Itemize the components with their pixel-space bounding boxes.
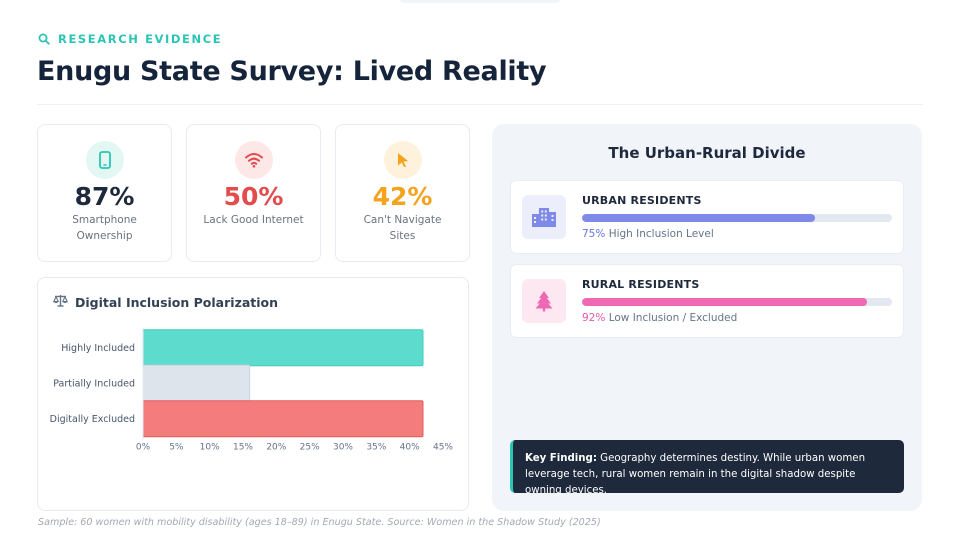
key-finding-callout: Key Finding: Geography determines destin… <box>510 440 904 496</box>
page-title: Enugu State Survey: Lived Reality <box>37 56 547 87</box>
stat-card-smartphone: 87% Smartphone Ownership <box>37 124 172 262</box>
sample-footnote: Sample: 60 women with mobility disabilit… <box>38 517 601 528</box>
category-label: Partially Included <box>53 378 135 389</box>
smartphone-icon <box>85 141 124 179</box>
stat-label: Smartphone Ownership <box>72 214 137 242</box>
chart-title: Digital Inclusion Polarization <box>75 294 279 310</box>
bar <box>142 364 251 402</box>
top-divider <box>400 0 560 3</box>
urban-residents-card: URBAN RESIDENTS 75% High Inclusion Level <box>510 180 904 254</box>
urban-progress-track <box>582 214 892 222</box>
rural-progress-track <box>582 298 892 306</box>
section-eyebrow: RESEARCH EVIDENCE <box>38 32 222 46</box>
x-tick-label: 5% <box>169 443 184 453</box>
stat-value: 42% <box>372 182 433 211</box>
bar <box>142 329 424 367</box>
bar <box>142 400 424 438</box>
urban-caption-text: High Inclusion Level <box>608 228 714 240</box>
cursor-icon <box>383 141 422 179</box>
rural-percent: 92% <box>582 312 606 324</box>
chart-header: Digital Inclusion Polarization <box>52 294 279 310</box>
inclusion-chart-card: Digital Inclusion Polarization Highly In… <box>37 277 469 511</box>
urban-progress-fill <box>582 214 815 222</box>
stat-label: Lack Good Internet <box>203 214 304 226</box>
eyebrow-label: RESEARCH EVIDENCE <box>58 32 223 46</box>
stat-label: Can't Navigate Sites <box>363 214 442 242</box>
key-finding-label: Key Finding: <box>525 453 597 464</box>
rural-label: RURAL RESIDENTS <box>582 278 700 291</box>
x-tick-label: 30% <box>333 443 353 453</box>
title-divider <box>37 104 923 105</box>
urban-rural-panel: The Urban-Rural Divide URBAN RESIDENTS 7… <box>492 124 922 511</box>
scale-icon <box>52 294 69 310</box>
urban-percent: 75% <box>582 228 606 240</box>
stat-card-navigation: 42% Can't Navigate Sites <box>335 124 470 262</box>
x-tick-label: 20% <box>266 443 286 453</box>
urban-label: URBAN RESIDENTS <box>582 194 702 207</box>
rural-caption-text: Low Inclusion / Excluded <box>608 312 738 324</box>
rural-caption: 92% Low Inclusion / Excluded <box>582 312 737 324</box>
panel-title: The Urban-Rural Divide <box>608 144 806 162</box>
category-label: Highly Included <box>61 343 135 354</box>
rural-progress-fill <box>582 298 868 306</box>
x-tick-label: 25% <box>300 443 320 453</box>
inclusion-bar-chart: Highly Included Partially Included Digital… <box>50 328 453 453</box>
x-tick-label: 15% <box>233 443 253 453</box>
x-tick-label: 40% <box>400 443 420 453</box>
stat-value: 50% <box>223 182 284 211</box>
tree-icon <box>522 279 566 323</box>
stat-value: 87% <box>74 182 135 211</box>
urban-caption: 75% High Inclusion Level <box>582 228 714 240</box>
search-icon <box>38 33 50 45</box>
stat-card-internet: 50% Lack Good Internet <box>186 124 321 262</box>
x-tick-label: 45% <box>433 443 453 453</box>
x-tick-label: 35% <box>366 443 386 453</box>
key-finding-text: Geography determines destiny. While urba… <box>525 453 866 496</box>
x-tick-label: 10% <box>200 443 220 453</box>
building-icon <box>522 195 566 239</box>
rural-residents-card: RURAL RESIDENTS 92% Low Inclusion / Excl… <box>510 264 904 338</box>
wifi-icon <box>234 141 273 179</box>
category-label: Digitally Excluded <box>50 414 135 425</box>
x-tick-label: 0% <box>136 443 151 453</box>
